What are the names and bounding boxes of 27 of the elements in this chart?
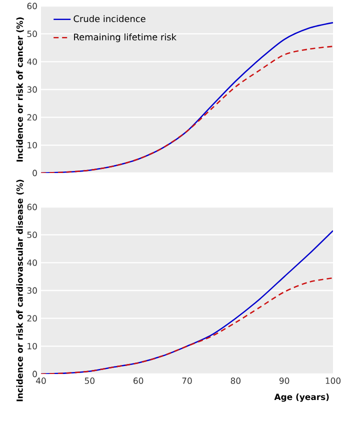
y-tick-label: 20: [27, 114, 37, 121]
y-tick-label: 50: [27, 232, 37, 238]
y-axis-title: Incidence or risk of cancer (%): [16, 17, 24, 162]
y-tick-label: 40: [27, 58, 37, 65]
legend-label: Crude incidence: [74, 15, 146, 22]
line-series: [41, 277, 333, 374]
legend-label: Remaining lifetime risk: [74, 33, 176, 42]
x-tick-label: 70: [182, 378, 192, 384]
line-series: [41, 46, 333, 173]
y-tick-label: 30: [27, 287, 37, 294]
y-tick-label: 60: [27, 204, 37, 210]
x-tick-label: 60: [134, 378, 144, 384]
y-tick-label: 30: [27, 86, 37, 93]
x-tick-label: 100: [326, 378, 341, 384]
y-tick-label: 50: [27, 30, 37, 38]
x-tick-label: 50: [84, 378, 94, 384]
y-tick-label: 40: [27, 259, 37, 266]
y-axis-title: Incidence or risk of cardiovascular disease (%): [16, 180, 24, 402]
x-axis-title: Age (years): [274, 394, 329, 402]
y-tick-label: 10: [28, 142, 37, 148]
y-tick-label: 60: [27, 2, 37, 10]
x-tick-label: 80: [230, 378, 240, 384]
y-tick-label: 0: [32, 170, 37, 176]
y-tick-label: 10: [28, 342, 37, 350]
x-tick-label: 90: [279, 378, 290, 384]
y-tick-label: 20: [27, 315, 37, 322]
y-tick-label: 0: [32, 370, 37, 378]
